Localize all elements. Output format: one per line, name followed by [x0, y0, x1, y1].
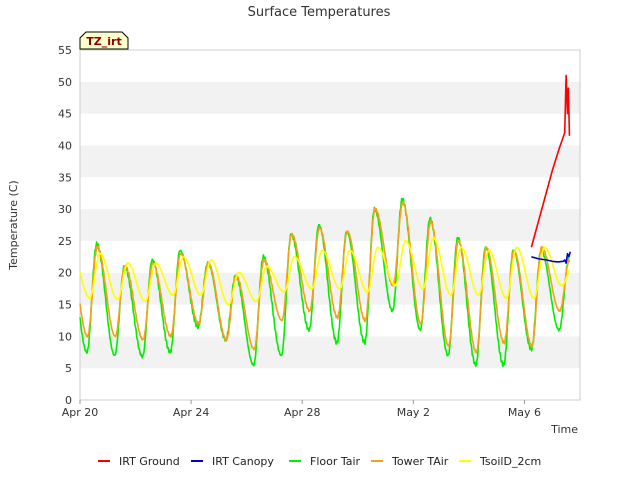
- grid-band: [80, 177, 580, 210]
- y-tick-label: 40: [58, 139, 72, 152]
- grid-band: [80, 368, 580, 400]
- plot-background-bands: [80, 50, 580, 400]
- y-tick-label: 55: [58, 44, 72, 57]
- legend-label: Floor Tair: [310, 455, 361, 468]
- grid-band: [80, 209, 580, 241]
- grid-band: [80, 113, 580, 146]
- y-tick-label: 25: [58, 235, 72, 248]
- y-tick-label: 5: [65, 362, 72, 375]
- x-tick-label: May 6: [508, 406, 541, 419]
- legend-label: IRT Ground: [119, 455, 180, 468]
- y-tick-label: 15: [58, 299, 72, 312]
- x-axis-label: Time: [550, 423, 578, 436]
- legend-label: TsoilD_2cm: [479, 455, 541, 468]
- y-axis-label: Temperature (C): [7, 180, 20, 270]
- series-line-irt-canopy: [531, 251, 572, 264]
- x-tick-label: Apr 28: [284, 406, 321, 419]
- legend: IRT Ground IRT Canopy Floor Tair Tower TAir…: [98, 455, 541, 468]
- chart-title: Surface Temperatures: [248, 5, 391, 20]
- x-axis-ticks: Apr 20 Apr 24 Apr 28 May 2 May 6: [62, 400, 541, 419]
- grid-band: [80, 81, 580, 114]
- y-tick-label: 20: [58, 267, 72, 280]
- grid-band: [80, 50, 580, 82]
- y-tick-label: 35: [58, 171, 72, 184]
- series-line-tsoild-2cm: [79, 236, 571, 306]
- series-line-irt-ground: [530, 74, 571, 248]
- y-tick-label: 0: [65, 394, 72, 407]
- site-badge-label: TZ_irt: [86, 35, 121, 48]
- legend-label: Tower TAir: [391, 455, 449, 468]
- legend-label: IRT Canopy: [212, 455, 274, 468]
- series-line-tower-tair: [79, 200, 571, 354]
- x-tick-label: May 2: [397, 406, 430, 419]
- plot-area: [79, 49, 581, 401]
- y-tick-label: 30: [58, 203, 72, 216]
- y-tick-label: 10: [58, 330, 72, 343]
- y-axis-ticks: 0 5 10 15 20 25 30 35 40 45 50 55: [58, 44, 72, 407]
- grid-band: [80, 336, 580, 369]
- series-layer: [79, 74, 572, 368]
- site-badge: TZ_irt: [79, 31, 129, 50]
- grid-band: [80, 145, 580, 178]
- y-tick-label: 50: [58, 76, 72, 89]
- site-badge-box: [79, 31, 129, 50]
- x-tick-label: Apr 24: [173, 406, 210, 419]
- y-tick-label: 45: [58, 108, 72, 121]
- x-tick-label: Apr 20: [62, 406, 99, 419]
